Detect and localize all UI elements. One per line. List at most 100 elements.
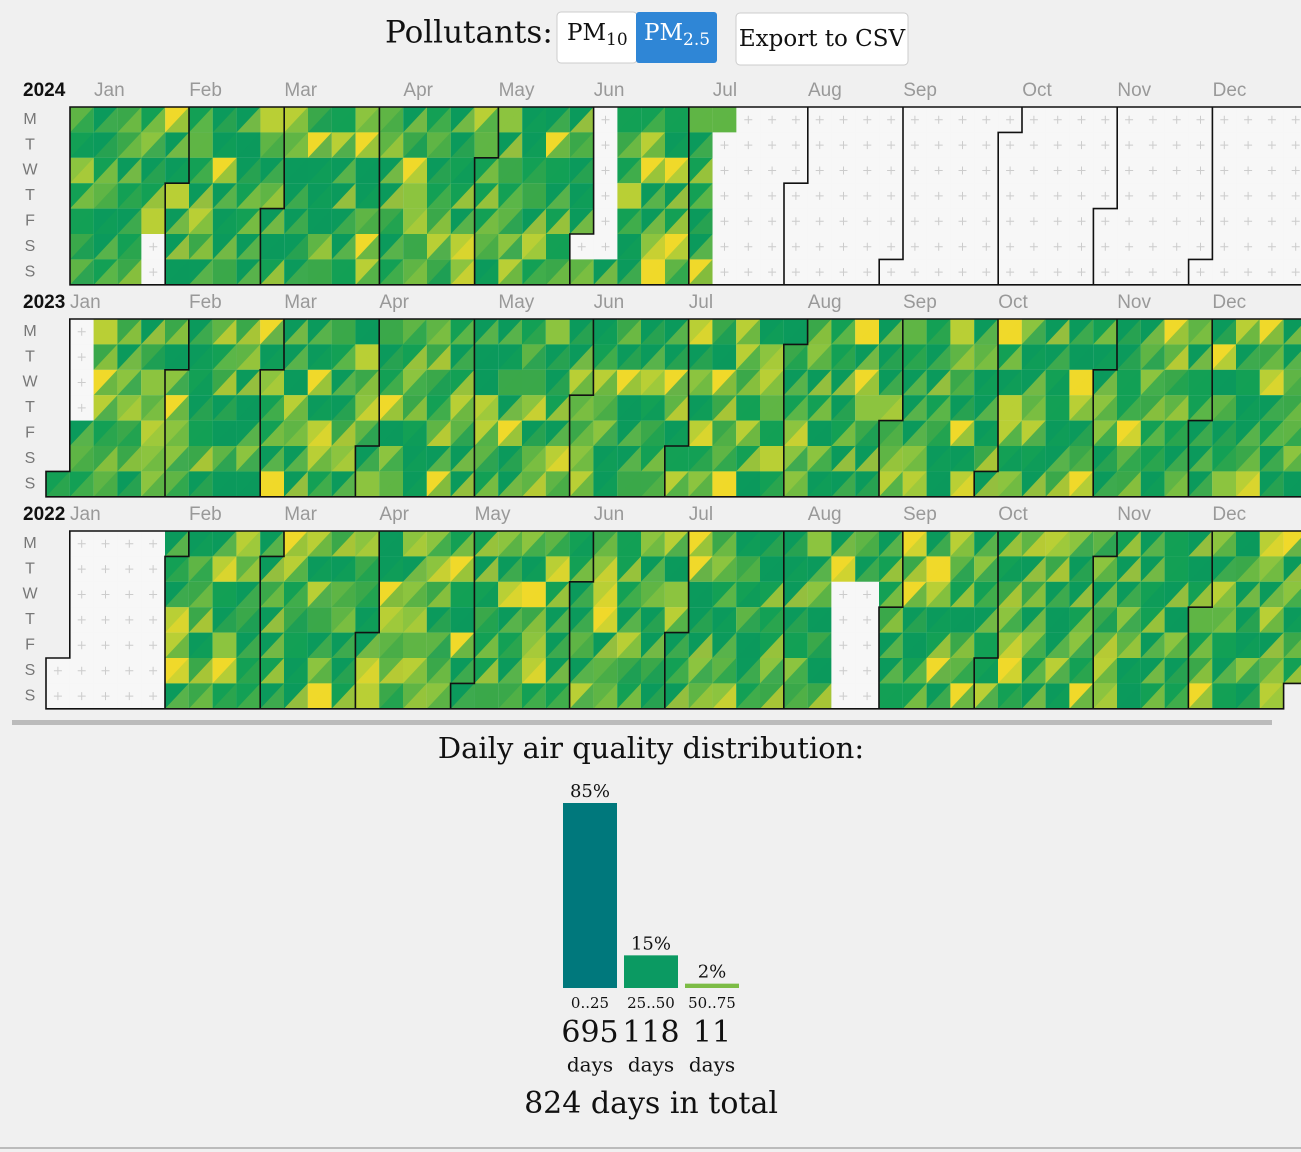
day-cell-half: [593, 446, 618, 472]
weekday-label: W: [22, 586, 38, 603]
day-cell-half: [284, 132, 308, 158]
day-cell-half: [403, 607, 427, 633]
day-cell-half: [70, 259, 94, 285]
day-cell-half: [93, 395, 118, 421]
empty-cross: [1148, 141, 1157, 150]
empty-cross: [791, 268, 800, 277]
day-cell-half: [427, 132, 451, 158]
day-cell-half: [712, 369, 737, 396]
day-cell-half: [855, 395, 879, 421]
day-cell-half: [450, 157, 475, 184]
day-cell-half: [403, 344, 427, 370]
day-cell-half: [93, 234, 118, 260]
day-cell-half: [1021, 344, 1046, 370]
day-cell-half: [93, 132, 118, 158]
day-cell-half: [1140, 658, 1165, 684]
empty-cross: [125, 692, 134, 701]
day-cell-half: [1117, 556, 1141, 582]
empty-cross: [77, 615, 86, 624]
empty-cross: [1006, 242, 1015, 251]
empty-cross: [1244, 115, 1253, 124]
day-cell-half: [1117, 319, 1141, 345]
day-cell-half: [736, 446, 760, 472]
day-cell-half: [593, 531, 618, 557]
day-cell-half: [1093, 369, 1117, 396]
day-cell-half: [236, 132, 261, 158]
day-cell-half: [641, 607, 665, 633]
button-text: PM10: [567, 20, 628, 50]
day-cell-half: [617, 556, 641, 582]
empty-cross: [149, 539, 158, 548]
day-cell-half: [1140, 581, 1165, 608]
empty-cross: [839, 641, 848, 650]
day-cell-half: [1236, 344, 1260, 370]
day-cell-half: [641, 107, 665, 133]
day-cell-half: [284, 446, 308, 472]
day-cell-half: [331, 157, 356, 184]
day-cell-half: [1140, 556, 1165, 582]
day-cell-half: [188, 531, 213, 557]
day-cell-half: [1069, 556, 1094, 582]
day-cell-half: [617, 581, 641, 608]
empty-cross: [815, 268, 824, 277]
export-button[interactable]: Export to CSV: [735, 12, 909, 66]
day-cell-half: [1259, 369, 1284, 396]
day-cell-half: [641, 319, 665, 345]
day-cell-half: [355, 107, 380, 133]
day-cell-half: [736, 420, 760, 446]
day-cell-half: [569, 446, 594, 472]
day-cell-half: [236, 471, 261, 497]
day-cell-half: [1283, 563, 1301, 582]
day-cell-half: [450, 658, 475, 684]
month-label: Nov: [1117, 504, 1151, 525]
day-cell-half: [950, 683, 975, 709]
day-cell-half: [165, 683, 189, 709]
day-cell-half: [307, 607, 332, 633]
day-cell-half: [165, 132, 189, 158]
empty-cross: [1029, 217, 1038, 226]
empty-cross: [744, 268, 753, 277]
day-cell-half: [427, 157, 451, 184]
day-cell-half: [998, 471, 1022, 497]
day-cell-half: [998, 531, 1022, 557]
day-cell-half: [1283, 325, 1301, 345]
day-cell-half: [284, 658, 308, 684]
day-cell-half: [1188, 581, 1213, 608]
day-cell-half: [664, 420, 689, 446]
day-cell-half: [69, 420, 94, 446]
day-cell-half: [188, 607, 213, 633]
day-cell-half: [331, 183, 356, 209]
empty-cross: [1029, 191, 1038, 200]
month-label: Apr: [379, 504, 409, 525]
day-cell-half: [1069, 607, 1094, 633]
day-cell-half: [593, 632, 618, 658]
day-cell-half: [998, 581, 1022, 608]
empty-cross: [1291, 166, 1300, 175]
day-cell-half: [926, 420, 951, 446]
day-cell-half: [403, 132, 427, 158]
month-label: May: [475, 504, 511, 525]
day-cell-half: [284, 319, 308, 345]
day-cell-half: [474, 208, 499, 234]
day-cell-half: [522, 157, 546, 184]
day-cell-half: [1259, 556, 1284, 582]
day-cell-half: [260, 234, 285, 260]
pm25-button[interactable]: PM2.5: [636, 12, 717, 63]
day-cell-half: [1117, 607, 1141, 633]
empty-cross: [1125, 191, 1134, 200]
pm10-button[interactable]: PM10: [556, 11, 638, 64]
day-cell-half: [188, 632, 213, 658]
empty-cross: [1101, 141, 1110, 150]
empty-cross: [101, 666, 110, 675]
day-cell-half: [831, 556, 856, 582]
empty-cross: [958, 217, 967, 226]
empty-cross: [1148, 166, 1157, 175]
weekday-label: S: [25, 450, 36, 467]
day-cell-half: [1212, 319, 1236, 345]
day-cell-half: [1188, 556, 1213, 582]
day-cell-half: [331, 319, 356, 345]
pollutants-label: Pollutants:: [385, 15, 553, 51]
day-cell-half: [331, 683, 356, 709]
empty-cross: [839, 242, 848, 251]
day-cell-half: [926, 607, 951, 633]
